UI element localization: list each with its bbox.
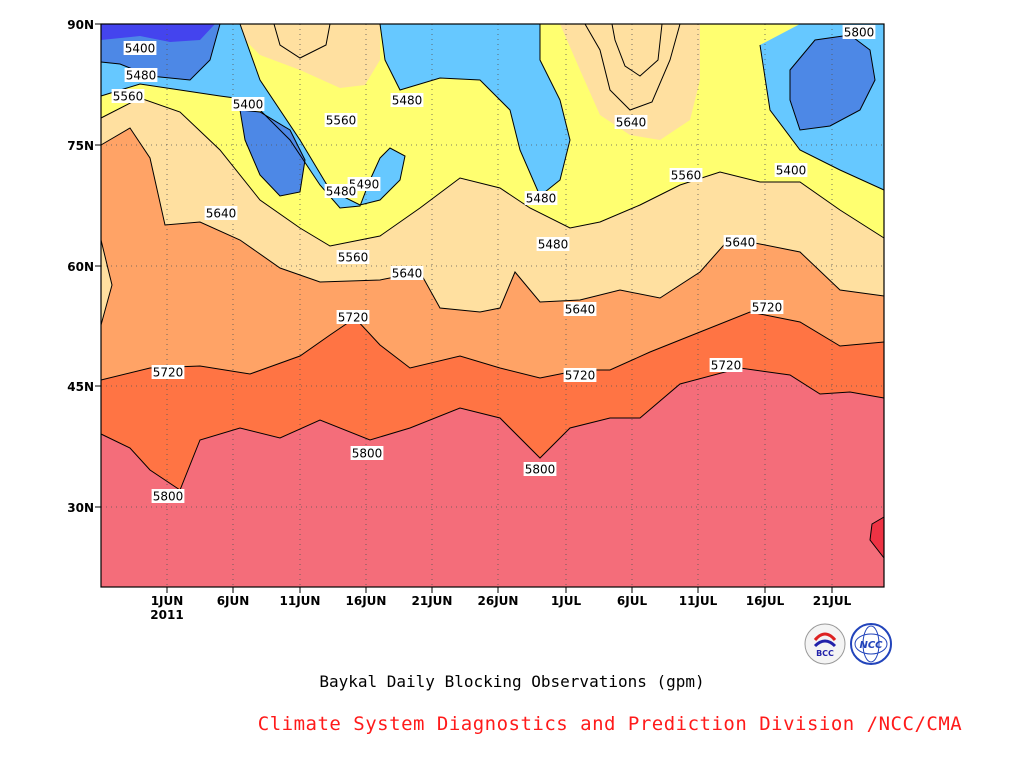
ncc-logo: NCC (848, 622, 892, 666)
contour-value-label: 5720 (752, 301, 783, 315)
contour-label-bg (336, 310, 370, 324)
ncc-logo-text: NCC (859, 640, 883, 651)
contour-label-bg (709, 358, 743, 372)
x-tick-label: 26JUN (478, 594, 519, 608)
contour-label-bg (151, 365, 185, 379)
contour-label-bg (563, 302, 597, 316)
band-lowest-nw (101, 24, 215, 42)
contour-value-label: 5800 (153, 490, 184, 504)
contour-value-label: 5640 (206, 207, 237, 221)
x-tick-label: 21JUL (813, 594, 852, 608)
contour-value-label: 5800 (844, 26, 875, 40)
contour-label-bg (350, 446, 384, 460)
contour-value-label: 5640 (565, 303, 596, 317)
band-5560-north-cream-b (560, 24, 700, 140)
contour-label-bg (324, 113, 358, 127)
contour-value-label: 5480 (126, 69, 157, 83)
x-tick-label: 6JUL (617, 594, 648, 608)
band-below-5400-east (790, 35, 875, 130)
contour-label-bg (563, 368, 597, 382)
contour-label-bg (204, 206, 238, 220)
contour-value-label: 5720 (153, 366, 184, 380)
x-tick-label: 11JUL (679, 594, 718, 608)
x-tick-label: 11JUN (280, 594, 321, 608)
contour-label-bg (523, 462, 557, 476)
contour-label-bg (614, 115, 648, 129)
contour-value-label: 5640 (616, 116, 647, 130)
y-axis-labels: 90N 75N 60N 45N 30N (67, 18, 94, 515)
x-tick-label: 21JUN (412, 594, 453, 608)
contour-value-label: 5720 (565, 369, 596, 383)
x-axis-labels: 1JUN 6JUN 11JUN 16JUN 21JUN 26JUN 1JUL 6… (150, 594, 851, 622)
band-below-5400-center (240, 110, 305, 196)
contour-label-bg (123, 41, 157, 55)
x-tick-label: 1JUL (551, 594, 582, 608)
contour-value-label: 5720 (711, 359, 742, 373)
contour-label-bg (750, 300, 784, 314)
contour-label-bg (524, 191, 558, 205)
y-tick-label: 60N (67, 260, 94, 274)
contour-value-label: 5400 (776, 164, 807, 178)
band-5560-north-cream-a (240, 24, 380, 88)
contour-label-bg (324, 184, 358, 198)
contour-value-label: 5480 (538, 238, 569, 252)
contour-value-label: 5400 (233, 98, 264, 112)
contour-label-bg (669, 168, 703, 182)
contour-label-bg (151, 489, 185, 503)
contour-value-label: 5800 (525, 463, 556, 477)
x-year-label: 2011 (150, 608, 183, 622)
contour-value-label: 5640 (725, 236, 756, 250)
contour-label-bg (390, 93, 424, 107)
y-tick-label: 45N (67, 380, 94, 394)
band-5400-5480-north (380, 24, 570, 196)
contour-label-bg (723, 235, 757, 249)
axis-ticks (95, 23, 833, 593)
contour-value-label: 5480 (392, 94, 423, 108)
contour-value-label: 5560 (671, 169, 702, 183)
contour-value-label: 5640 (392, 267, 423, 281)
contour-label-bg (124, 68, 158, 82)
bcc-logo: BCC (803, 622, 847, 666)
filled-contours (101, 24, 884, 587)
contour-label-bg (231, 97, 265, 111)
contour-lines (100, 23, 885, 559)
contour-label-bg (336, 250, 370, 264)
contour-label-bg (390, 266, 424, 280)
x-tick-label: 16JUL (746, 594, 785, 608)
contour-value-label: 5560 (326, 114, 357, 128)
contour-value-label: 5480 (326, 185, 357, 199)
contour-label-bg (842, 25, 876, 39)
chart-title: Baykal Daily Blocking Observations (gpm) (319, 672, 705, 691)
contour-value-label: 5480 (526, 192, 557, 206)
contour-value-label: 5800 (352, 447, 383, 461)
contour-label-bg (536, 237, 570, 251)
plot-frame (100, 23, 885, 588)
y-tick-label: 30N (67, 501, 94, 515)
contour-value-label: 5400 (125, 42, 156, 56)
x-tick-label: 1JUN (151, 594, 184, 608)
credit-line: Climate System Diagnostics and Predictio… (257, 713, 963, 735)
bcc-logo-text: BCC (816, 649, 834, 658)
contour-value-label: 5720 (338, 311, 369, 325)
contour-value-label: 5560 (338, 251, 369, 265)
contour-labels: 5400548055605400556054805480549054805560… (111, 25, 876, 504)
band-5800-corner (870, 517, 884, 558)
contour-label-bg (774, 163, 808, 177)
y-tick-label: 75N (67, 139, 94, 153)
x-tick-label: 16JUN (346, 594, 387, 608)
contour-label-bg (111, 89, 145, 103)
y-tick-label: 90N (67, 18, 94, 32)
x-tick-label: 6JUN (217, 594, 250, 608)
contour-value-label: 5560 (113, 90, 144, 104)
